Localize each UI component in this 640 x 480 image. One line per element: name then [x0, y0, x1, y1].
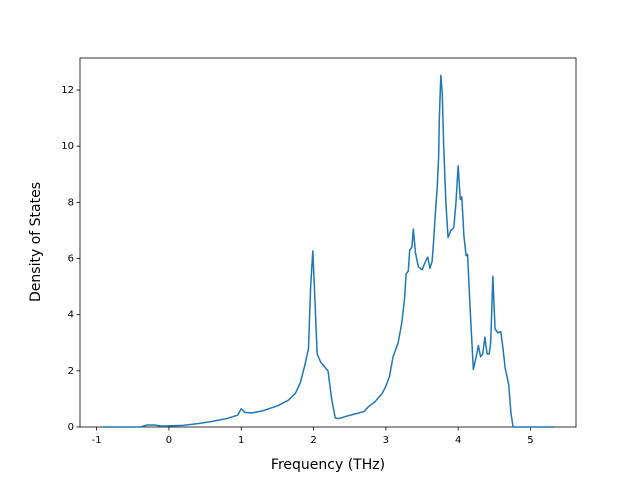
plot-frame	[79, 57, 577, 428]
x-tick-label: 0	[166, 435, 172, 446]
x-tick-label: 5	[527, 435, 533, 446]
x-axis-label: Frequency (THz)	[271, 457, 385, 473]
x-tick-label: 3	[383, 435, 389, 446]
x-tick-label: 1	[238, 435, 244, 446]
series-line	[102, 74, 554, 428]
y-tick-label: 6	[68, 254, 74, 265]
y-tick-label: 2	[68, 366, 74, 377]
y-axis-label: Density of States	[28, 182, 44, 302]
y-tick-label: 10	[61, 141, 74, 152]
x-tick-label: 4	[455, 435, 461, 446]
y-tick-label: 12	[61, 85, 74, 96]
x-tick-label: -1	[92, 435, 102, 446]
y-tick-label: 8	[68, 197, 74, 208]
x-tick-label: 2	[310, 435, 316, 446]
y-tick-label: 4	[68, 310, 74, 321]
y-tick-label: 0	[68, 422, 74, 433]
